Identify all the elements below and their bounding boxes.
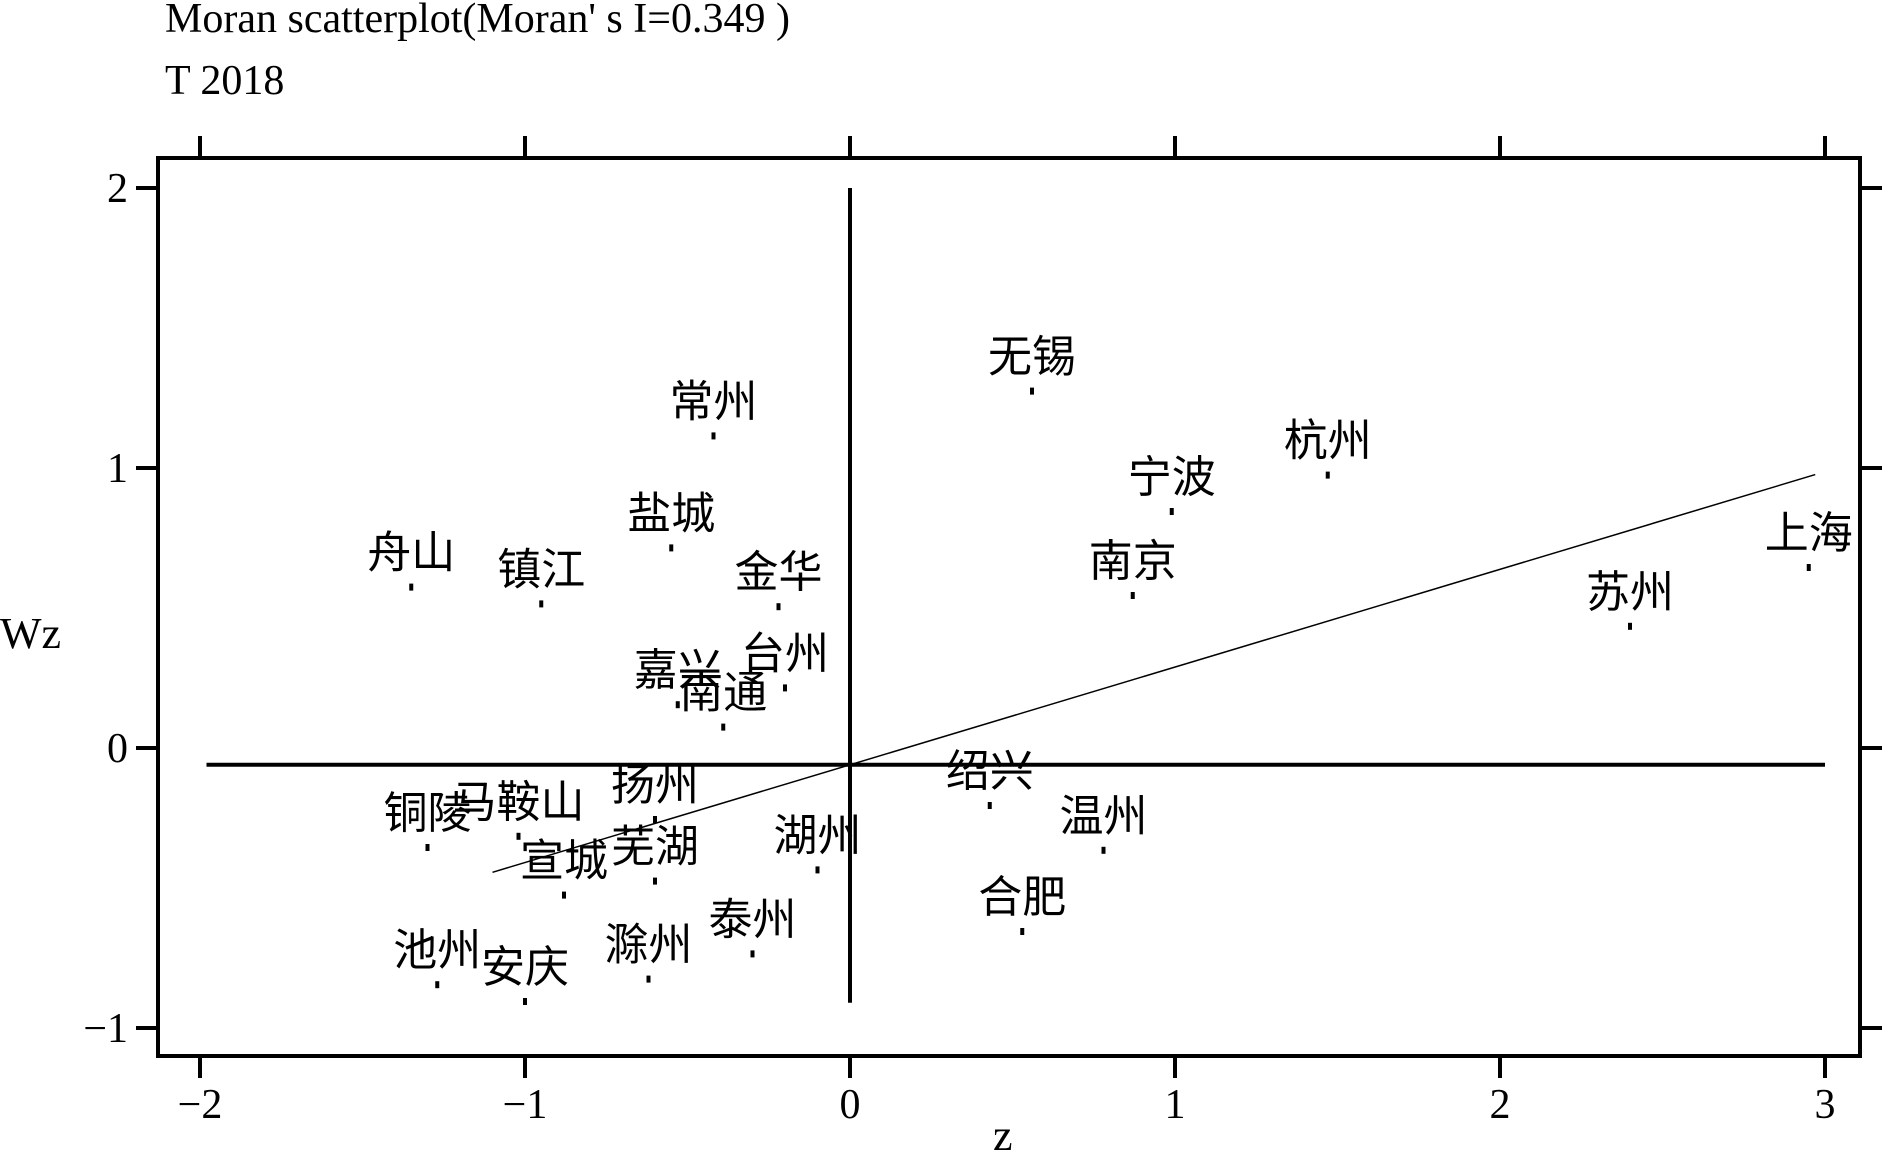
- point-label: 合肥: [978, 872, 1066, 923]
- point-label: 无锡: [988, 332, 1076, 383]
- data-point: [539, 600, 544, 608]
- data-point: [776, 603, 781, 611]
- data-point: [1628, 622, 1632, 630]
- y-tick-label: −1: [83, 1006, 128, 1052]
- point-label: 芜湖: [611, 822, 699, 873]
- data-point: [721, 723, 726, 731]
- data-point: [669, 544, 674, 552]
- point-label: 苏州: [1586, 567, 1674, 618]
- point-label: 常州: [670, 376, 758, 427]
- point-label: 池州: [393, 925, 481, 976]
- y-tick-label: 1: [107, 446, 128, 492]
- y-axis-label: Wz: [0, 609, 61, 658]
- data-point: [1030, 387, 1034, 395]
- data-point: [1130, 592, 1135, 599]
- data-point: [435, 981, 440, 989]
- data-point: [783, 684, 787, 692]
- point-label: 杭州: [1284, 416, 1372, 467]
- axis-ticks: −2 −1 0 1 2 3 −1 0 1 2: [83, 136, 1882, 1128]
- data-point: [653, 816, 657, 823]
- chart-subtitle: T 2018: [165, 58, 284, 104]
- data-point: [1169, 508, 1174, 515]
- data-point: [815, 866, 820, 874]
- data-point: [646, 975, 651, 983]
- point-label: 湖州: [774, 810, 862, 861]
- point-label: 盐城: [627, 488, 715, 539]
- point-label: 温州: [1060, 791, 1148, 842]
- point-label: 南通: [679, 668, 767, 719]
- x-tick-label: −2: [178, 1082, 223, 1128]
- point-label: 扬州: [611, 760, 699, 811]
- data-point: [1101, 846, 1106, 854]
- point-label: 镇江: [497, 544, 585, 595]
- data-point: [562, 891, 566, 899]
- chart-title: Moran scatterplot(Moran' s I=0.349 ): [165, 0, 790, 42]
- reference-lines: [206, 188, 1825, 1003]
- point-label: 上海: [1765, 508, 1853, 559]
- y-tick-label: 2: [107, 166, 128, 212]
- point-label: 泰州: [709, 894, 797, 945]
- plot-frame: [156, 156, 1862, 1058]
- data-point: [711, 432, 716, 440]
- data-point: [675, 701, 680, 709]
- point-label: 金华: [735, 547, 823, 598]
- data-point: [750, 950, 755, 958]
- data-point: [653, 877, 657, 885]
- point-label: 绍兴: [946, 746, 1034, 797]
- y-tick-label: 0: [107, 726, 128, 772]
- x-tick-label: 0: [840, 1082, 861, 1128]
- data-point: [1806, 564, 1811, 571]
- x-tick-label: 1: [1165, 1082, 1186, 1128]
- x-tick-label: −1: [503, 1082, 548, 1128]
- x-axis-label: z: [993, 1111, 1013, 1152]
- point-label: 滁州: [605, 920, 693, 971]
- point-label: 舟山: [367, 528, 455, 579]
- data-point: [1325, 471, 1330, 479]
- data-point: [523, 998, 527, 1005]
- point-label: 马鞍山: [453, 777, 585, 828]
- data-point: [1020, 928, 1025, 935]
- point-label: 宁波: [1128, 452, 1216, 503]
- point-label: 嘉兴: [634, 645, 722, 696]
- x-tick-label: 3: [1815, 1082, 1836, 1128]
- point-label: 南京: [1089, 536, 1177, 587]
- point-label: 宣城: [520, 836, 608, 887]
- point-label: 台州: [741, 628, 829, 679]
- data-point: [987, 802, 992, 809]
- regression-line: [492, 473, 1816, 874]
- data-point: [425, 844, 430, 851]
- point-label: 安庆: [481, 942, 569, 993]
- data-point: [516, 832, 521, 840]
- data-point: [409, 583, 414, 591]
- point-label: 铜陵: [384, 788, 472, 839]
- fit-line-group: [492, 473, 1816, 874]
- x-tick-label: 2: [1490, 1082, 1511, 1128]
